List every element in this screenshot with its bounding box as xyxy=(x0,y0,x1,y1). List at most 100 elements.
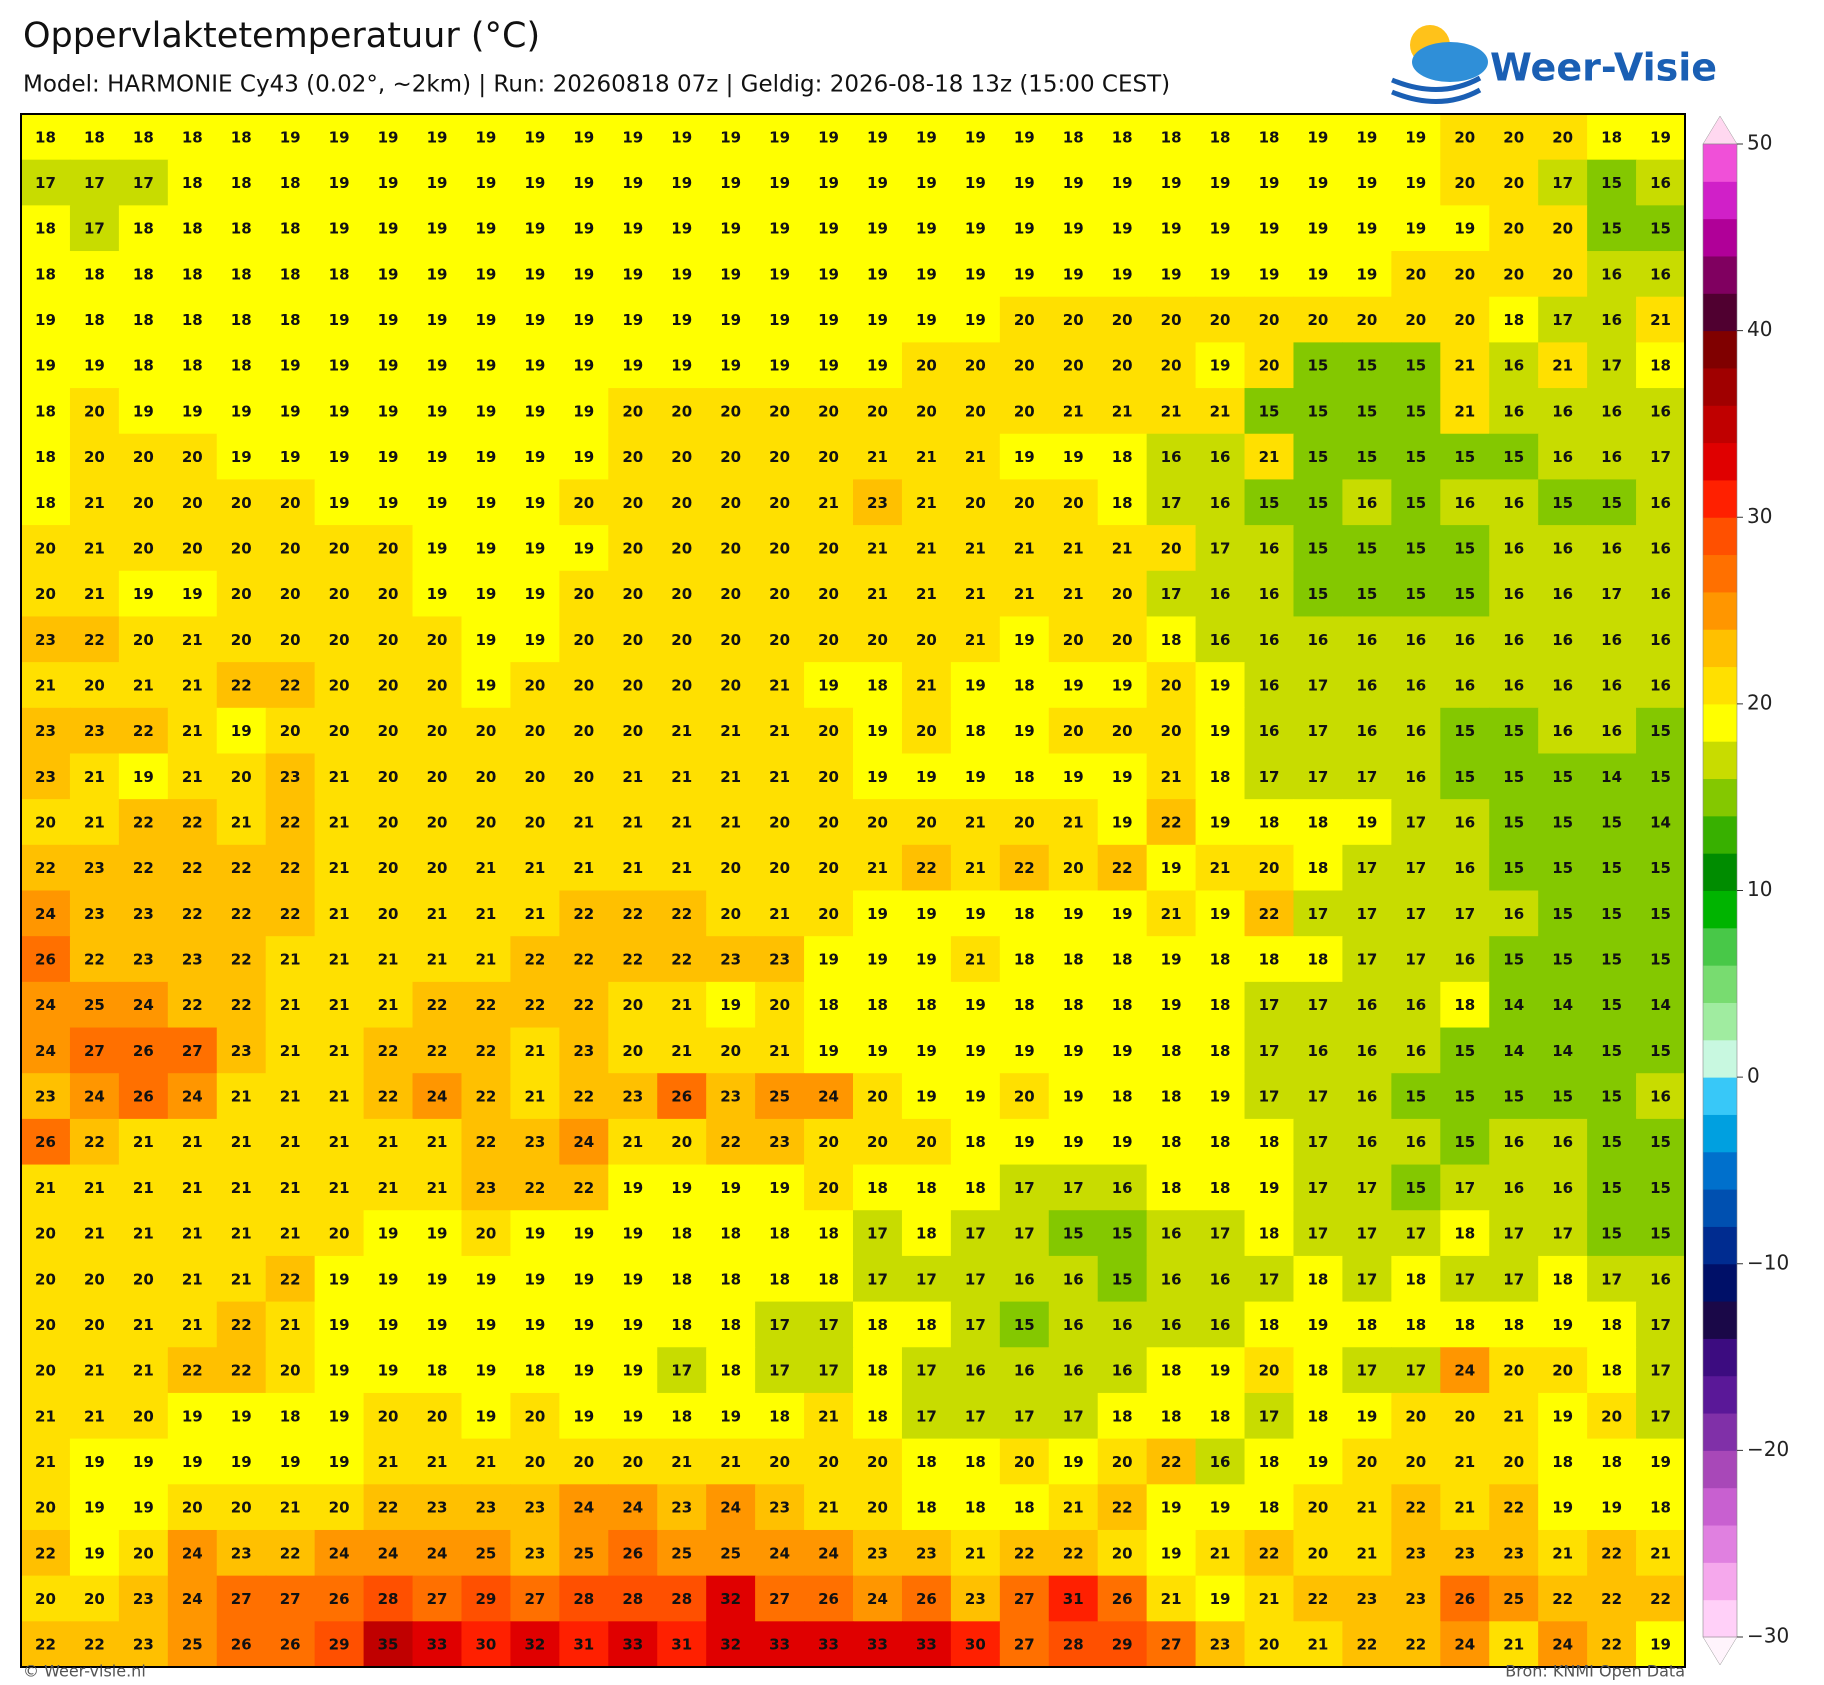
temperature-label: 17 xyxy=(1356,951,1377,969)
temperature-cell xyxy=(363,1347,414,1394)
temperature-cell xyxy=(1489,251,1539,298)
temperature-label: 19 xyxy=(965,905,986,923)
temperature-label: 24 xyxy=(573,1499,594,1517)
temperature-label: 19 xyxy=(1210,905,1231,923)
map: 18 18 18 18 18 19 19 19 19 19 19 19 19 19 19 19 19 19 19 19… xyxy=(21,114,1686,1668)
temperature-label: 21 xyxy=(769,905,790,923)
temperature-cell xyxy=(363,890,414,937)
temperature-label: 20 xyxy=(133,539,154,557)
temperature-cell xyxy=(950,1255,1001,1303)
temperature-cell xyxy=(1293,1073,1344,1120)
temperature-label: 21 xyxy=(1210,402,1231,420)
temperature-label: 16 xyxy=(1601,631,1622,649)
temperature-label: 22 xyxy=(1112,1499,1133,1517)
temperature-label: 20 xyxy=(378,722,399,740)
temperature-cell xyxy=(314,890,365,937)
temperature-label: 18 xyxy=(867,996,888,1014)
temperature-label: 16 xyxy=(965,1362,986,1380)
temperature-label: 17 xyxy=(1014,1179,1035,1197)
temperature-label: 19 xyxy=(818,676,839,694)
temperature-label: 17 xyxy=(1405,813,1426,831)
temperature-cell xyxy=(1195,479,1246,526)
temperature-label: 19 xyxy=(867,357,888,375)
temperature-label: 20 xyxy=(818,1453,839,1471)
temperature-label: 18 xyxy=(1014,676,1035,694)
colorbar-segment xyxy=(1703,1487,1737,1526)
temperature-cell xyxy=(804,1301,854,1348)
temperature-label: 15 xyxy=(1112,1270,1133,1288)
temperature-cell xyxy=(314,1118,365,1166)
temperature-label: 17 xyxy=(35,174,56,192)
temperature-cell xyxy=(1293,1301,1344,1348)
temperature-label: 19 xyxy=(573,220,594,238)
temperature-cell xyxy=(118,1118,169,1166)
temperature-label: 17 xyxy=(1308,905,1329,923)
temperature-label: 21 xyxy=(965,859,986,877)
temperature-cell xyxy=(1146,296,1197,343)
temperature-label: 26 xyxy=(329,1590,350,1608)
temperature-cell xyxy=(1048,707,1099,755)
temperature-cell xyxy=(657,981,707,1029)
temperature-label: 32 xyxy=(720,1590,741,1608)
temperature-label: 21 xyxy=(329,1179,350,1197)
temperature-cell xyxy=(167,1073,218,1120)
temperature-cell xyxy=(950,159,1001,206)
temperature-cell xyxy=(1636,251,1686,298)
temperature-label: 33 xyxy=(867,1636,888,1654)
temperature-cell xyxy=(657,159,707,206)
temperature-label: 19 xyxy=(573,1225,594,1243)
temperature-label: 20 xyxy=(1503,1362,1524,1380)
temperature-label: 27 xyxy=(769,1590,790,1608)
temperature-label: 19 xyxy=(818,951,839,969)
temperature-cell xyxy=(657,1073,707,1120)
temperature-label: 19 xyxy=(1650,128,1671,146)
temperature-cell xyxy=(69,479,120,526)
temperature-label: 25 xyxy=(1503,1590,1524,1608)
temperature-label: 20 xyxy=(1112,311,1133,329)
temperature-label: 20 xyxy=(133,448,154,466)
temperature-cell xyxy=(21,1118,71,1166)
temperature-label: 16 xyxy=(1601,265,1622,283)
temperature-cell xyxy=(1636,981,1686,1029)
temperature-label: 20 xyxy=(1014,813,1035,831)
temperature-cell xyxy=(1538,662,1588,709)
temperature-cell xyxy=(314,1027,365,1074)
colorbar-segment xyxy=(1703,181,1737,220)
temperature-label: 22 xyxy=(182,996,203,1014)
temperature-label: 30 xyxy=(965,1636,986,1654)
temperature-cell xyxy=(1636,799,1686,846)
temperature-label: 17 xyxy=(1650,1316,1671,1334)
temperature-label: 20 xyxy=(1259,859,1280,877)
temperature-cell xyxy=(1146,707,1197,755)
temperature-cell xyxy=(1048,159,1099,206)
temperature-label: 19 xyxy=(427,585,448,603)
temperature-label: 17 xyxy=(1308,996,1329,1014)
temperature-label: 20 xyxy=(1112,722,1133,740)
temperature-label: 19 xyxy=(720,220,741,238)
credit: © Weer-visie.nl xyxy=(23,1662,146,1681)
temperature-cell xyxy=(216,1118,267,1166)
temperature-cell xyxy=(1048,936,1099,983)
temperature-label: 21 xyxy=(965,539,986,557)
temperature-label: 21 xyxy=(622,768,643,786)
temperature-cell xyxy=(1048,753,1099,800)
temperature-cell xyxy=(412,1118,463,1166)
temperature-cell xyxy=(1391,616,1441,663)
temperature-label: 18 xyxy=(671,1270,692,1288)
temperature-label: 19 xyxy=(1210,676,1231,694)
temperature-cell xyxy=(1146,1027,1197,1074)
temperature-cell xyxy=(1195,342,1246,389)
temperature-label: 18 xyxy=(1650,1499,1671,1517)
temperature-label: 20 xyxy=(818,631,839,649)
temperature-cell xyxy=(412,342,463,389)
temperature-label: 16 xyxy=(1552,676,1573,694)
temperature-cell xyxy=(363,1255,414,1303)
temperature-cell xyxy=(69,890,120,937)
temperature-cell xyxy=(1440,662,1490,709)
temperature-label: 24 xyxy=(133,996,154,1014)
temperature-cell xyxy=(657,1164,707,1211)
colorbar-extension xyxy=(1702,1636,1738,1666)
temperature-cell xyxy=(755,1164,805,1211)
temperature-cell xyxy=(21,707,71,755)
temperature-label: 21 xyxy=(133,1179,154,1197)
